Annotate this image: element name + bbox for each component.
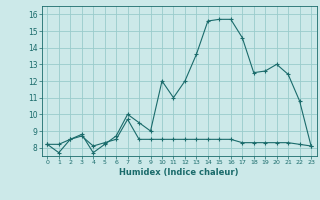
X-axis label: Humidex (Indice chaleur): Humidex (Indice chaleur) [119, 168, 239, 177]
